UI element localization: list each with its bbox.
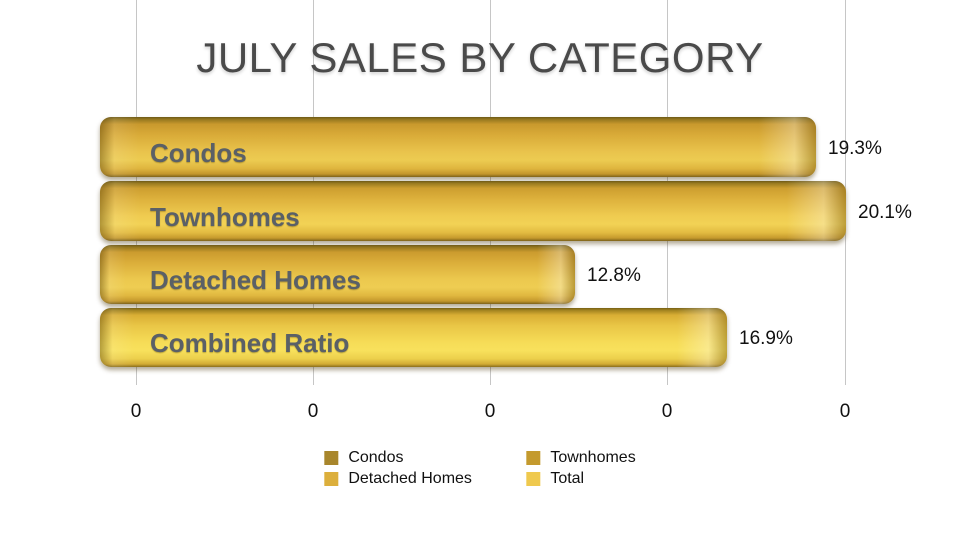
- bar-label-condos: Condos: [150, 138, 247, 168]
- x-tick-label: 0: [484, 401, 496, 422]
- bar-combined-ratio: Combined Ratio: [100, 308, 727, 367]
- bar-condos: Condos: [100, 117, 816, 177]
- value-label-condos: 19.3%: [828, 138, 882, 159]
- bar-label-townhomes: Townhomes: [150, 202, 300, 232]
- bar-townhomes: Townhomes: [100, 181, 846, 241]
- legend-label-detached-homes: Detached Homes: [348, 470, 472, 487]
- legend-label-total: Total: [550, 470, 585, 487]
- value-label-townhomes: 20.1%: [858, 202, 912, 223]
- legend-swatch-total: [526, 472, 541, 486]
- legend-swatch-detached-homes: [324, 472, 339, 486]
- value-label-detached-homes: 12.8%: [587, 265, 641, 286]
- bar-label-combined-ratio: Combined Ratio: [150, 328, 350, 358]
- legend-swatch-townhomes: [526, 451, 541, 465]
- bar-detached-homes: Detached Homes: [100, 245, 575, 304]
- legend-label-townhomes: Townhomes: [550, 449, 636, 466]
- x-tick-label: 0: [839, 401, 851, 422]
- legend-item-detached-homes: Detached Homes: [324, 470, 514, 488]
- chart-title: JULY SALES BY CATEGORY: [196, 34, 764, 81]
- legend-item-townhomes: Townhomes: [526, 449, 636, 467]
- x-tick-label: 0: [130, 401, 142, 422]
- bar-label-detached-homes: Detached Homes: [150, 265, 361, 295]
- x-tick-label: 0: [661, 401, 673, 422]
- legend: Condos Townhomes Detached Homes Total: [324, 449, 636, 488]
- legend-swatch-condos: [324, 451, 339, 465]
- value-label-combined-ratio: 16.9%: [739, 328, 793, 349]
- x-tick-label: 0: [307, 401, 319, 422]
- legend-label-condos: Condos: [348, 449, 404, 466]
- legend-item-total: Total: [526, 470, 635, 488]
- legend-item-condos: Condos: [324, 449, 514, 467]
